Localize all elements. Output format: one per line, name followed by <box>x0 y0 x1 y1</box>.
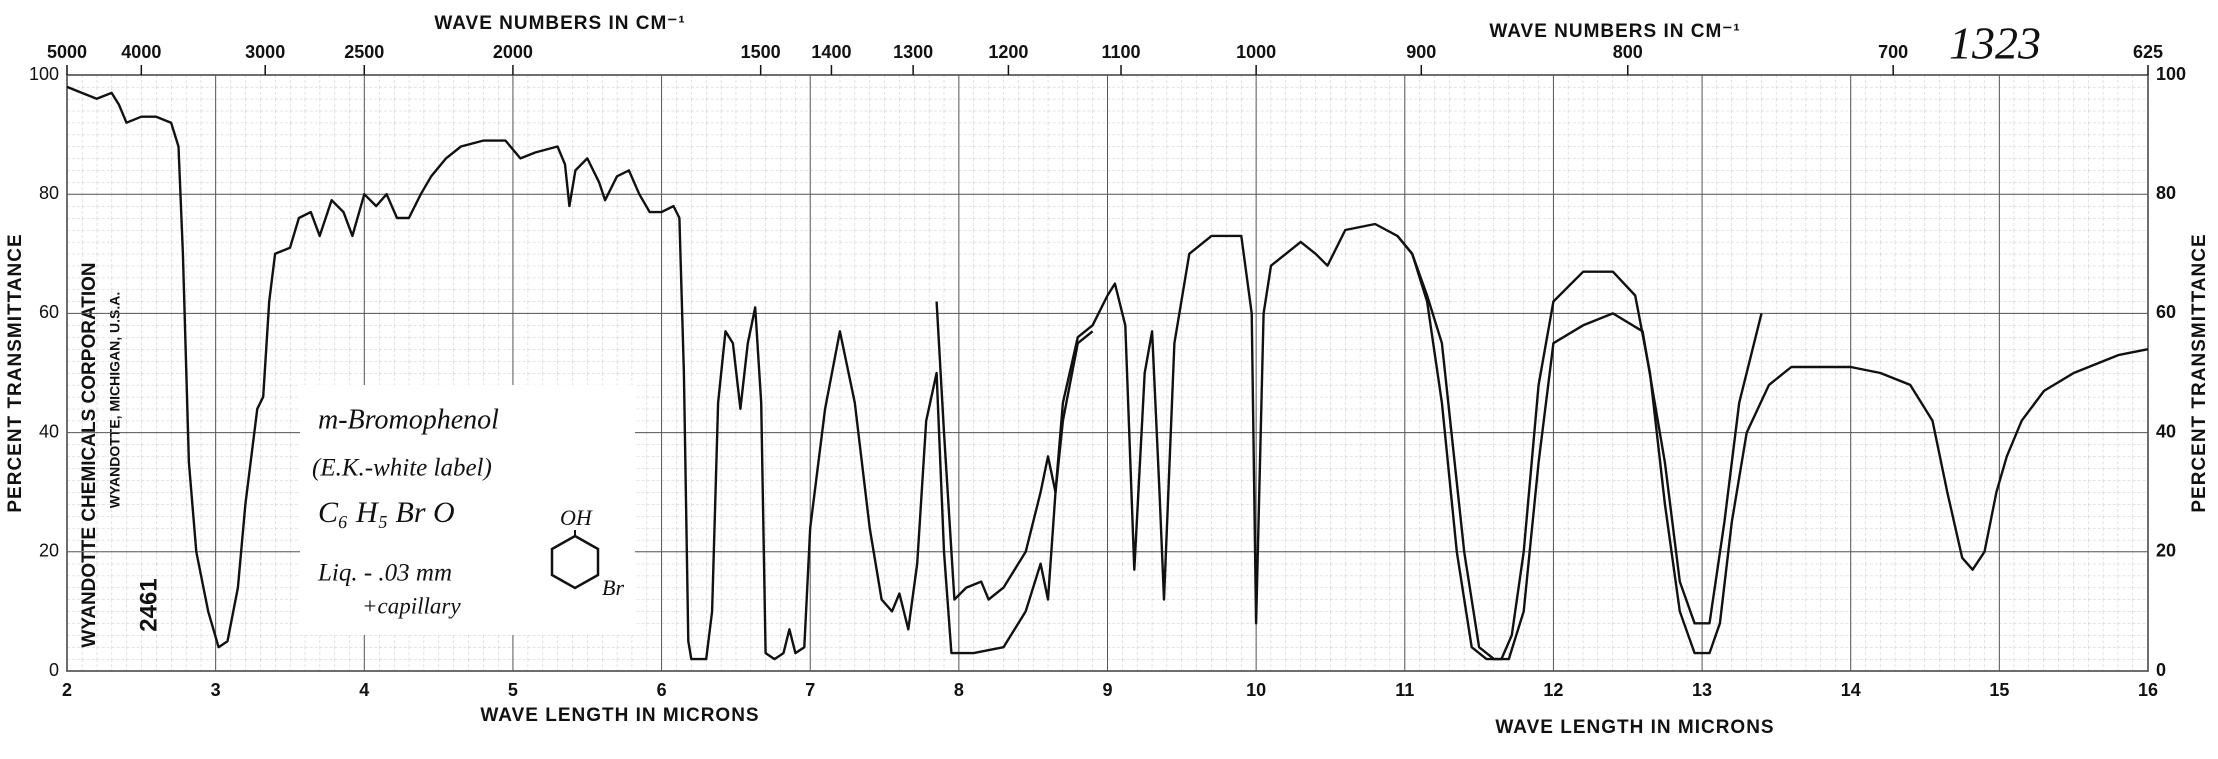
x-tick-label: 4 <box>359 680 369 700</box>
x2-tick-label: 1000 <box>1236 42 1276 62</box>
y-tick-label: 20 <box>39 541 59 561</box>
x-tick-label: 6 <box>657 680 667 700</box>
x2-tick-label: 625 <box>2133 42 2163 62</box>
x-tick-label: 14 <box>1841 680 1861 700</box>
chart-number: 2461 <box>135 578 162 631</box>
x2-axis-label: WAVE NUMBERS IN CM⁻¹ <box>1489 21 1740 42</box>
y2-tick-label: 60 <box>2156 302 2176 322</box>
x2-tick-label: 1500 <box>741 42 781 62</box>
spectrum-line <box>935 235 1763 661</box>
x-tick-label: 7 <box>805 680 815 700</box>
y2-tick-label: 0 <box>2156 660 2166 680</box>
x2-tick-label: 1100 <box>1101 42 1140 62</box>
spectrum-line <box>66 85 2149 661</box>
y2-tick-label: 100 <box>2156 64 2186 84</box>
company-place: WYANDOTTE, MICHIGAN, U.S.A. <box>107 292 123 509</box>
x2-tick-label: 1300 <box>893 42 933 62</box>
x2-tick-label: 900 <box>1406 42 1436 62</box>
y2-tick-label: 80 <box>2156 183 2176 203</box>
y2-tick-label: 40 <box>2156 421 2176 441</box>
sample-note: Liq. - .03 mm <box>317 560 452 587</box>
x-tick-label: 15 <box>1989 680 2009 700</box>
x-axis-label: WAVE LENGTH IN MICRONS <box>480 705 759 726</box>
y-tick-label: 60 <box>39 302 59 322</box>
benzene-ring <box>550 534 600 590</box>
compound-name: m-Bromophenol <box>318 404 499 435</box>
x-axis-label: WAVE LENGTH IN MICRONS <box>1495 717 1774 738</box>
x-tick-label: 2 <box>62 680 72 700</box>
x-tick-label: 12 <box>1543 680 1563 700</box>
x-tick-label: 10 <box>1246 680 1266 700</box>
company: WYANDOTTE CHEMICALS CORPORATION <box>79 262 100 647</box>
group-label: Br <box>602 575 624 600</box>
y2-tick-label: 20 <box>2156 541 2176 561</box>
y-tick-label: 0 <box>49 660 59 680</box>
x2-tick-label: 700 <box>1878 42 1908 62</box>
note-box <box>300 385 635 635</box>
source-note: (E.K.-white label) <box>312 455 492 482</box>
x-tick-label: 8 <box>954 680 964 700</box>
y2-axis-label: PERCENT TRANSMITTANCE <box>2189 233 2210 512</box>
x2-tick-label: 5000 <box>47 42 87 62</box>
cell-note: +capillary <box>362 593 461 618</box>
y-tick-label: 100 <box>29 64 59 84</box>
x-tick-label: 11 <box>1395 680 1414 700</box>
x2-tick-label: 2000 <box>493 42 533 62</box>
chart-title: 1323 <box>1949 18 2041 69</box>
formula: C₆ H₅ Br O <box>318 496 455 529</box>
x2-tick-label: 1200 <box>988 42 1028 62</box>
x2-tick-label: 4000 <box>121 42 161 62</box>
x2-axis-label: WAVE NUMBERS IN CM⁻¹ <box>434 13 685 34</box>
x-tick-label: 9 <box>1102 680 1112 700</box>
x2-tick-label: 3000 <box>245 42 285 62</box>
x-tick-label: 5 <box>508 680 518 700</box>
sample-note: m-Bromophenol (E.K.-white label) C₆ H₅ B… <box>300 385 635 635</box>
y-tick-label: 80 <box>39 183 59 203</box>
x2-tick-label: 800 <box>1613 42 1643 62</box>
y-axis-label: PERCENT TRANSMITTANCE <box>5 233 26 512</box>
y-tick-label: 40 <box>39 421 59 441</box>
x-tick-label: 13 <box>1692 680 1712 700</box>
x2-tick-label: 1400 <box>811 42 851 62</box>
x-tick-label: 16 <box>2138 680 2158 700</box>
group-label: OH <box>560 505 593 530</box>
x-tick-label: 3 <box>211 680 221 700</box>
x2-tick-label: 2500 <box>344 42 384 62</box>
